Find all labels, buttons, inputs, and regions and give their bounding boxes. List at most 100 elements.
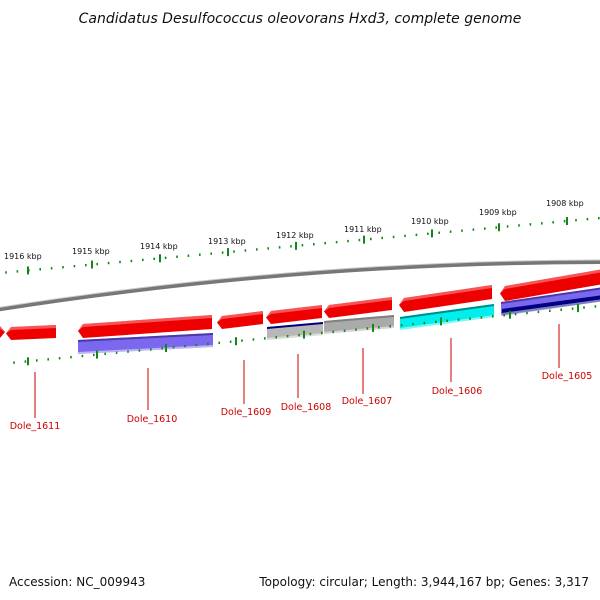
scale-tick-minor (472, 228, 475, 231)
inner-tick-minor (469, 317, 471, 320)
inner-tick-minor (161, 347, 163, 350)
scale-tick-minor (164, 256, 167, 260)
accession-text: Accession: NC_009943 (9, 575, 145, 589)
inner-tick-major (303, 330, 305, 339)
inner-tick-minor (298, 333, 300, 337)
inner-tick-minor (81, 354, 84, 358)
inner-tick-minor (127, 350, 129, 353)
gene-label[interactable]: Dole_1607 (342, 396, 393, 407)
inner-tick-minor (343, 329, 346, 332)
scale-label: 1912 kbp (276, 231, 314, 240)
scale-label: 1910 kbp (411, 217, 449, 226)
scale-tick-minor (381, 236, 383, 240)
scale-tick-major (295, 241, 297, 250)
gene-arrow-dole-1608 (266, 305, 322, 324)
inner-tick-minor (503, 314, 505, 317)
inner-tick-minor (435, 320, 437, 324)
scale-tick-minor (50, 267, 53, 270)
scale-tick-minor (73, 264, 76, 268)
scale-tick-minor (187, 254, 190, 257)
inner-tick-minor (58, 357, 61, 360)
genome-backbone (0, 260, 600, 312)
scale-tick-major (91, 260, 93, 269)
gene-label[interactable]: Dole_1608 (281, 402, 332, 413)
inner-tick-minor (480, 316, 483, 319)
gene-label[interactable]: Dole_1609 (221, 407, 272, 418)
gene-arrow-dole-1609 (217, 311, 263, 329)
inner-tick-major (372, 323, 374, 332)
scale-tick-minor (62, 266, 64, 269)
scale-tick-minor (427, 232, 429, 235)
inner-tick-major (165, 343, 167, 352)
scale-tick-minor (392, 235, 395, 239)
scale-tick-minor (586, 217, 589, 221)
scale-tick-major (227, 248, 229, 257)
scale-tick-minor (598, 216, 600, 220)
scale-tick-minor (518, 224, 520, 227)
scale-tick-minor (107, 261, 110, 265)
scale-label: 1911 kbp (344, 225, 382, 234)
inner-tick-minor (218, 341, 220, 345)
inner-tick-minor (115, 351, 118, 354)
inner-tick-minor (412, 322, 414, 326)
scale-tick-minor (461, 229, 463, 232)
scale-label: 1908 kbp (546, 199, 584, 208)
inner-tick-minor (275, 336, 277, 339)
scale-tick-minor (176, 255, 178, 258)
scale-tick-minor (495, 226, 497, 229)
scale-tick-minor (244, 249, 247, 252)
scale-tick-minor (278, 246, 281, 249)
inner-tick-minor (47, 358, 49, 361)
inner-tick-minor (138, 349, 141, 352)
scale-tick-major (159, 254, 161, 263)
gene-label[interactable]: Dole_1610 (127, 414, 178, 425)
inner-tick-minor (207, 342, 209, 346)
inner-tick-minor (366, 327, 369, 330)
outer-scale-ticks (5, 216, 600, 275)
scale-tick-minor (256, 248, 258, 251)
scale-tick-minor (347, 239, 349, 243)
gene-bar-dole-1610 (78, 333, 213, 354)
gene-label[interactable]: Dole_1611 (10, 421, 61, 432)
scale-label: 1915 kbp (72, 247, 110, 256)
genome-backbone-highlight (0, 259, 600, 308)
scale-labels: 1916 kbp 1915 kbp 1914 kbp 1913 kbp 1912 kbp… (4, 199, 584, 261)
inner-tick-minor (13, 361, 15, 364)
inner-tick-minor (457, 318, 460, 321)
scale-tick-minor (142, 258, 144, 262)
scale-tick-minor (404, 234, 406, 238)
scale-tick-minor (221, 251, 224, 254)
scale-tick-minor (438, 231, 440, 234)
inner-tick-minor (549, 309, 551, 313)
gene-arrow-dole-1606 (399, 285, 492, 312)
scale-tick-minor (449, 230, 452, 233)
gene-arrow-dole-1607 (324, 297, 392, 318)
inner-tick-minor (514, 312, 517, 316)
scale-tick-minor (563, 220, 566, 223)
scale-tick-minor (313, 243, 315, 246)
scale-tick-major (431, 229, 433, 238)
scale-label: 1914 kbp (140, 242, 178, 251)
page-title: Candidatus Desulfococcus oleovorans Hxd3… (79, 11, 522, 27)
inner-tick-minor (172, 346, 175, 349)
inner-tick-minor (70, 355, 72, 359)
scale-tick-minor (5, 271, 7, 274)
scale-tick-minor (119, 260, 121, 264)
gene-label[interactable]: Dole_1606 (432, 386, 483, 397)
scale-tick-minor (16, 270, 19, 273)
scale-tick-major (27, 266, 29, 275)
scale-tick-minor (267, 247, 269, 250)
scale-tick-minor (153, 257, 155, 261)
scale-label: 1909 kbp (479, 208, 517, 217)
gene-label[interactable]: Dole_1605 (542, 371, 593, 382)
inner-tick-minor (560, 308, 562, 311)
inner-tick-minor (537, 310, 540, 314)
scale-tick-minor (575, 219, 577, 222)
inner-tick-minor (526, 311, 528, 315)
inner-tick-minor (150, 348, 152, 351)
inner-tick-major (96, 350, 98, 359)
scale-tick-minor (39, 268, 41, 271)
scale-tick-minor (370, 237, 372, 241)
inner-tick-minor (400, 323, 403, 327)
